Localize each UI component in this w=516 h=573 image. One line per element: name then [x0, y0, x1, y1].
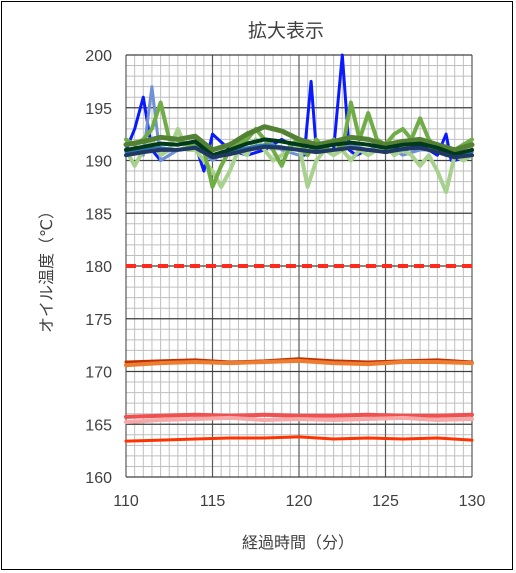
x-axis-title: 経過時間（分） — [242, 533, 354, 552]
x-tick-label: 125 — [372, 493, 399, 510]
y-tick-label: 195 — [85, 101, 112, 118]
chart-title: 拡大表示 — [248, 20, 324, 42]
y-tick-label: 180 — [85, 259, 112, 276]
x-tick-label: 110 — [113, 493, 139, 510]
y-tick-label: 185 — [85, 206, 112, 223]
series-line-3 — [124, 358, 474, 368]
y-tick-label: 165 — [85, 417, 112, 434]
series-line-14 — [124, 144, 474, 160]
y-axis-title: オイル温度（℃） — [37, 203, 56, 333]
y-tick-label: 175 — [85, 312, 112, 329]
series-line-13 — [124, 137, 474, 158]
series-layer — [123, 53, 475, 443]
y-tick-label: 160 — [85, 470, 112, 487]
x-tick-label: 120 — [286, 493, 313, 510]
x-tick-label: 115 — [200, 493, 226, 510]
x-tick-label: 130 — [459, 493, 486, 510]
y-tick-label: 200 — [85, 48, 112, 65]
y-tick-label: 190 — [85, 154, 112, 171]
series-line-11 — [123, 124, 475, 153]
series-line-6 — [124, 435, 474, 443]
tick-layer: 160 165 170 175 180 185 190 195 200 110 115 120 125 1… — [85, 48, 485, 510]
series-line-5 — [124, 415, 474, 425]
series-line-4 — [124, 412, 474, 419]
y-tick-label: 170 — [85, 365, 112, 382]
